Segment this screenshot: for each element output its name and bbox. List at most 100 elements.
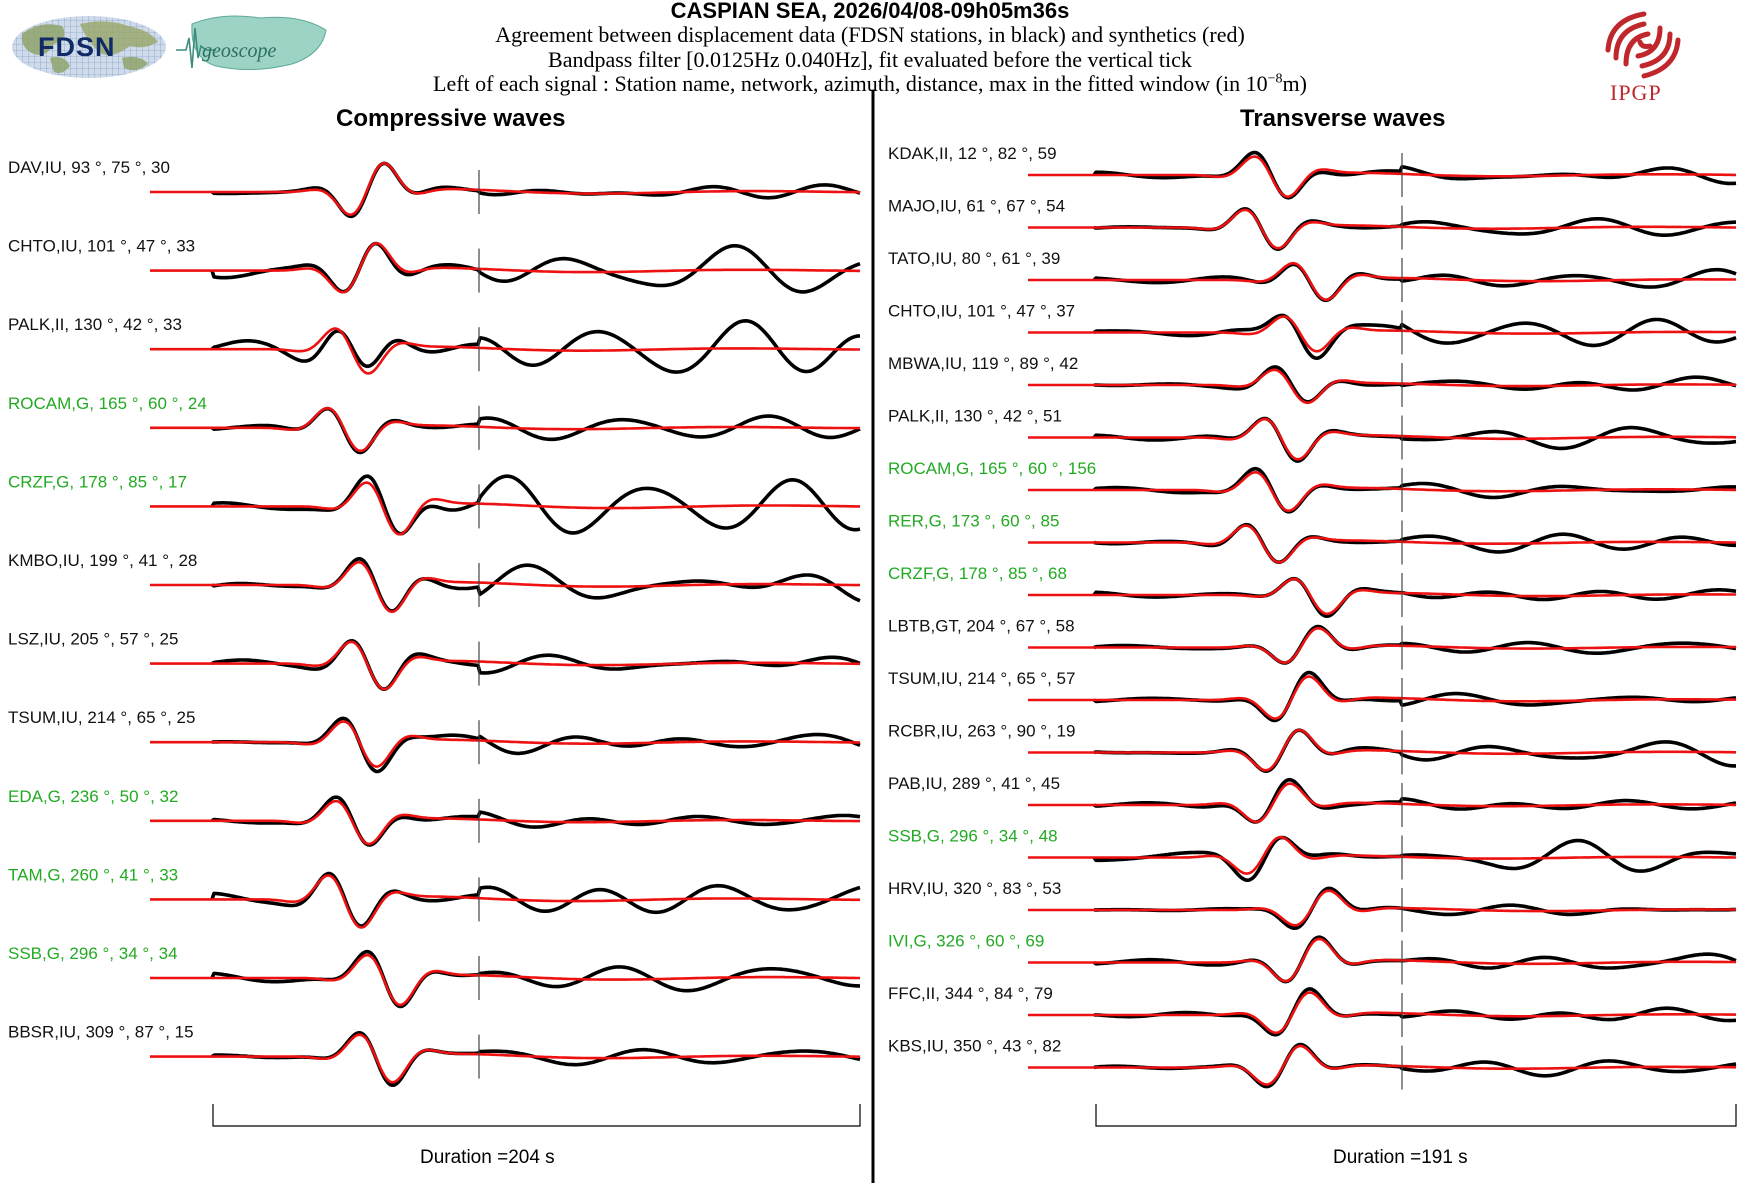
transverse-data-trace (1092, 262, 1737, 303)
compressive-synthetic-trace (150, 481, 860, 536)
compressive-synthetic-trace (150, 406, 860, 453)
geoscope-emblem-icon (176, 15, 327, 71)
compressive-synthetic-trace (150, 162, 860, 216)
compressive-station-label: EDA,G, 236 °, 50 °, 32 (8, 787, 178, 806)
figure-title: CASPIAN SEA, 2026/04/08-09h05m36s (670, 0, 1070, 23)
compressive-station-label: CHTO,IU, 101 °, 47 °, 33 (8, 237, 195, 256)
compressive-station-label: CRZF,G, 178 °, 85 °, 17 (8, 472, 187, 491)
compressive-station-label: SSB,G, 296 °, 34 °, 34 (8, 944, 178, 963)
transverse-synthetic-trace (1028, 835, 1736, 875)
compressive-data-trace (210, 406, 861, 455)
transverse-synthetic-trace (1028, 889, 1737, 927)
subtitle-line-3-prefix: Left of each signal : Station name, netw… (433, 71, 1268, 96)
transverse-station-label: CRZF,G, 178 °, 85 °, 68 (888, 564, 1067, 583)
transverse-duration-bracket (1095, 1104, 1737, 1127)
transverse-data-trace (1092, 466, 1736, 514)
transverse-data-trace (1092, 835, 1737, 882)
transverse-synthetic-trace (1028, 728, 1736, 772)
ipgp-logo: IPGP (1598, 6, 1690, 106)
compressive-duration-bracket (212, 1104, 861, 1127)
ipgp-logo-text: IPGP (1610, 80, 1662, 105)
transverse-station-label: PALK,II, 130 °, 42 °, 51 (888, 407, 1062, 426)
transverse-station-label: FFC,II, 344 °, 84 °, 79 (888, 984, 1053, 1003)
compressive-synthetic-trace (150, 874, 860, 929)
compressive-data-trace (211, 161, 861, 219)
subtitle-line-1: Agreement between displacement data (FDS… (495, 22, 1245, 47)
transverse-synthetic-trace (1028, 524, 1736, 564)
compressive-data-trace (211, 716, 861, 774)
transverse-data-trace (1093, 313, 1737, 360)
transverse-station-label: MBWA,IU, 119 °, 89 °, 42 (888, 354, 1078, 373)
transverse-synthetic-trace (1028, 261, 1736, 302)
compressive-station-label: LSZ,IU, 205 °, 57 °, 25 (8, 630, 178, 649)
transverse-station-label: IVI,G, 326 °, 60 °, 69 (888, 932, 1044, 951)
transverse-synthetic-trace (1028, 1044, 1736, 1086)
transverse-station-label: RCBR,IU, 263 °, 90 °, 19 (888, 722, 1075, 741)
compressive-station-label: TAM,G, 260 °, 41 °, 33 (8, 865, 178, 884)
transverse-station-label: KBS,IU, 350 °, 43 °, 82 (888, 1037, 1061, 1056)
transverse-data-trace (1093, 777, 1737, 824)
transverse-station-label: TSUM,IU, 214 °, 65 °, 57 (888, 669, 1075, 688)
transverse-synthetic-trace (1028, 471, 1736, 513)
ipgp-emblem-icon (1605, 11, 1681, 79)
compressive-waves-title: Compressive waves (336, 105, 566, 132)
transverse-station-label: TATO,IU, 80 °, 61 °, 39 (888, 249, 1060, 268)
compressive-synthetic-trace (150, 640, 860, 691)
transverse-station-label: ROCAM,G, 165 °, 60 °, 156 (888, 459, 1096, 478)
transverse-station-label: SSB,G, 296 °, 34 °, 48 (888, 827, 1058, 846)
transverse-synthetic-trace (1028, 991, 1737, 1035)
transverse-synthetic-trace (1028, 577, 1736, 616)
compressive-duration-label: Duration =204 s (420, 1147, 555, 1168)
compressive-station-label: ROCAM,G, 165 °, 60 °, 24 (8, 394, 207, 413)
transverse-station-label: LBTB,GT, 204 °, 67 °, 58 (888, 617, 1075, 636)
compressive-station-label: BBSR,IU, 309 °, 87 °, 15 (8, 1023, 194, 1042)
transverse-waves-title: Transverse waves (1240, 105, 1446, 132)
compressive-synthetic-trace (150, 720, 861, 768)
fdsn-globe-icon (12, 16, 166, 78)
transverse-synthetic-trace (1028, 208, 1736, 250)
transverse-station-label: CHTO,IU, 101 °, 47 °, 37 (888, 302, 1075, 321)
subtitle-line-3-suffix: m) (1282, 71, 1307, 96)
geoscope-logo: geoscope (172, 10, 332, 78)
transverse-synthetic-trace (1028, 417, 1736, 461)
transverse-data-trace (1093, 624, 1737, 665)
subtitle-line-2: Bandpass filter [0.0125Hz 0.040Hz], fit … (548, 47, 1192, 72)
compressive-synthetic-trace (150, 327, 860, 375)
compressive-synthetic-trace (150, 953, 860, 1007)
compressive-data-trace (210, 474, 861, 536)
subtitle-line-3: Left of each signal : Station name, netw… (0, 71, 1740, 97)
compressive-synthetic-trace (150, 1033, 860, 1084)
transverse-data-trace (1092, 576, 1737, 618)
transverse-station-label: PAB,IU, 289 °, 41 °, 45 (888, 774, 1060, 793)
transverse-duration-label: Duration =191 s (1333, 1147, 1468, 1168)
transverse-synthetic-trace (1028, 368, 1736, 405)
transverse-synthetic-trace (1028, 675, 1737, 720)
transverse-synthetic-trace (1028, 155, 1736, 198)
compressive-station-label: DAV,IU, 93 °, 75 °, 30 (8, 158, 170, 177)
geoscope-logo-text: geoscope (202, 40, 277, 62)
compressive-data-trace (211, 795, 861, 847)
compressive-data-trace (210, 241, 861, 294)
compressive-synthetic-trace (150, 799, 860, 846)
fdsn-logo: FDSN (10, 14, 168, 80)
transverse-station-label: KDAK,II, 12 °, 82 °, 59 (888, 144, 1057, 163)
transverse-data-trace (1092, 416, 1737, 463)
subtitle-line-3-exponent: −8 (1267, 71, 1283, 87)
transverse-data-trace (1093, 935, 1737, 984)
compressive-synthetic-trace (150, 561, 860, 614)
transverse-synthetic-trace (1028, 782, 1736, 824)
compressive-station-label: KMBO,IU, 199 °, 41 °, 28 (8, 551, 197, 570)
fdsn-logo-text: FDSN (38, 32, 116, 62)
transverse-data-trace (1092, 670, 1737, 723)
compressive-synthetic-trace (150, 241, 860, 294)
transverse-synthetic-trace (1028, 937, 1737, 983)
compressive-data-trace (210, 319, 861, 374)
transverse-synthetic-trace (1028, 315, 1736, 353)
transverse-data-trace (1093, 987, 1737, 1037)
transverse-station-label: RER,G, 173 °, 60 °, 85 (888, 512, 1059, 531)
transverse-station-label: HRV,IU, 320 °, 83 °, 53 (888, 879, 1061, 898)
compressive-station-label: TSUM,IU, 214 °, 65 °, 25 (8, 708, 195, 727)
transverse-synthetic-trace (1028, 627, 1736, 664)
transverse-station-label: MAJO,IU, 61 °, 67 °, 54 (888, 197, 1065, 216)
